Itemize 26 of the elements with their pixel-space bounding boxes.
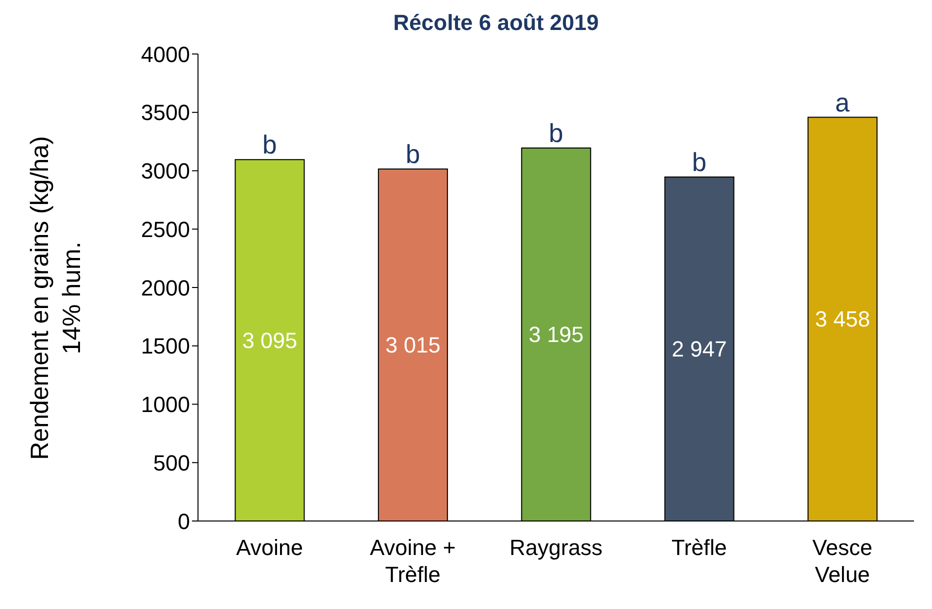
data-label: 3 095 — [242, 328, 298, 353]
annotation: b — [262, 130, 277, 160]
annotation: b — [406, 139, 420, 169]
x-tick-label: Vesce Velue — [812, 535, 872, 587]
x-tick-label: Avoine + Trèfle — [370, 535, 456, 587]
data-label: 3 458 — [815, 306, 870, 332]
x-tick-label: Avoine — [236, 535, 304, 560]
y-tick-label: 500 — [153, 450, 190, 476]
y-tick-label: 2500 — [141, 216, 190, 242]
x-tick-label: Raygrass — [510, 535, 602, 560]
y-tick-label: 1000 — [141, 392, 190, 418]
annotation: a — [835, 87, 850, 118]
y-tick-label: 4000 — [141, 42, 190, 67]
annotation: b — [548, 118, 564, 148]
chart-title: Récolte 6 août 2019 — [392, 9, 600, 37]
data-label: 3 015 — [385, 332, 440, 358]
y-axis-title: Rendement en grains (kg/ha) 14% hum. — [26, 136, 86, 460]
y-tick-label: 1500 — [141, 334, 190, 359]
y-tick-label: 3000 — [141, 158, 190, 184]
data-label: 2 947 — [672, 336, 727, 362]
y-tick-label: 0 — [178, 508, 190, 534]
data-label: 3 195 — [528, 322, 584, 347]
annotation: b — [692, 146, 706, 177]
x-tick-label: Trèfle — [671, 535, 727, 560]
y-tick-label: 3500 — [141, 100, 190, 126]
y-tick-label: 2000 — [141, 275, 190, 300]
